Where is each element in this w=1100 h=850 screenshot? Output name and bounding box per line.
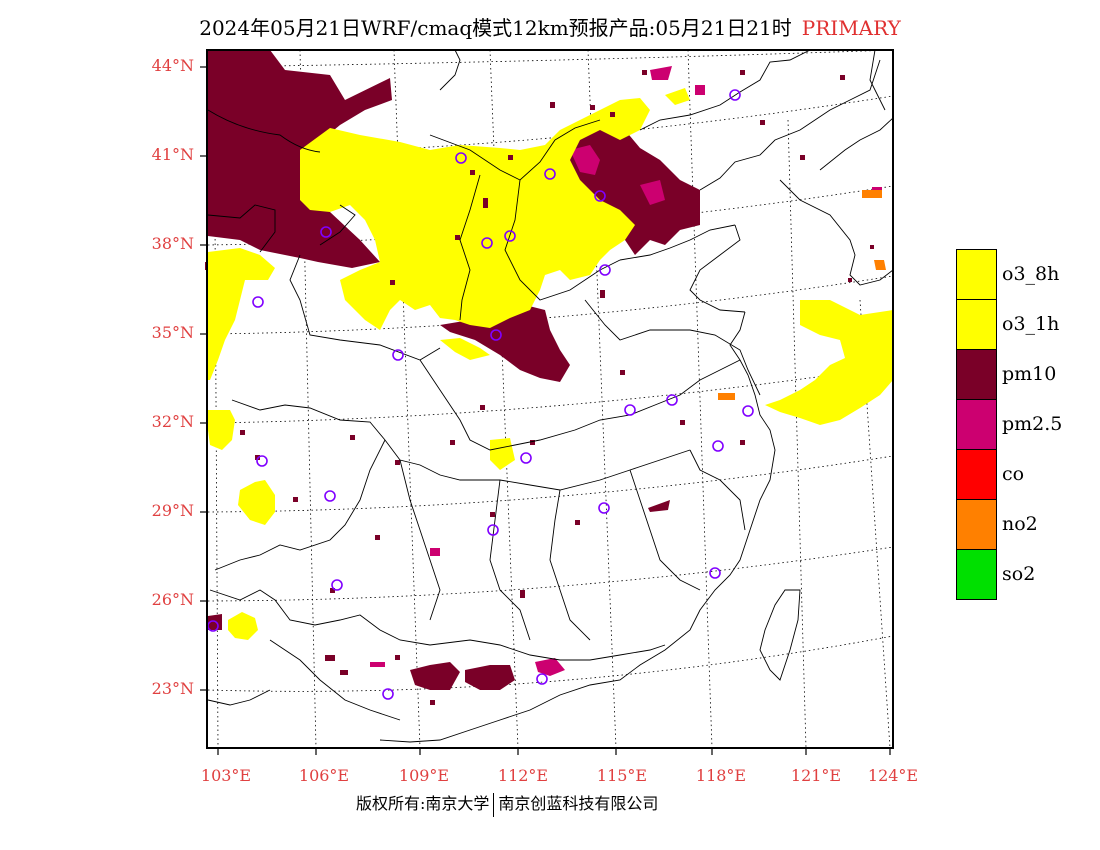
- legend-swatch-so2: [956, 549, 997, 600]
- map-frame: [206, 49, 894, 749]
- legend-item-o3-8h: o3_8h: [956, 249, 1100, 300]
- lon-label-118: 118°E: [695, 766, 747, 785]
- map-title: 2024年05月21日WRF/cmaq模式12km预报产品:05月21日21时 P…: [0, 12, 1100, 41]
- lat-label-35: 35°N: [151, 323, 194, 342]
- lat-label-32: 32°N: [151, 412, 194, 431]
- tick-marks: [200, 66, 891, 755]
- legend-swatch-co: [956, 449, 997, 500]
- pm10-areas: [205, 50, 700, 690]
- station-markers: [207, 89, 754, 700]
- legend-label-pm25: pm2.5: [1002, 413, 1063, 435]
- lat-label-44: 44°N: [151, 56, 194, 75]
- o3-areas: [208, 88, 893, 640]
- legend-label-so2: so2: [1002, 563, 1036, 585]
- map-title-tag: PRIMARY: [801, 16, 901, 40]
- legend-swatch-o3-8h: [956, 249, 997, 300]
- copyright-right: 南京创蓝科技有限公司: [498, 794, 659, 813]
- lon-label-103: 103°E: [200, 766, 252, 785]
- legend-swatch-pm25: [956, 399, 997, 450]
- lon-label-124: 124°E: [867, 766, 919, 785]
- lon-label-112: 112°E: [497, 766, 549, 785]
- legend-label-pm10: pm10: [1002, 363, 1057, 385]
- lat-label-23: 23°N: [151, 679, 194, 698]
- map-title-main: 2024年05月21日WRF/cmaq模式12km预报产品:05月21日21时: [199, 16, 792, 40]
- graticule: [207, 49, 894, 749]
- legend-label-co: co: [1002, 463, 1025, 485]
- legend-label-o3-1h: o3_1h: [1002, 313, 1060, 335]
- legend-item-so2: so2: [956, 549, 1100, 600]
- lon-label-121: 121°E: [790, 766, 842, 785]
- legend-item-pm10: pm10: [956, 349, 1100, 400]
- legend-item-pm25: pm2.5: [956, 399, 1100, 450]
- lon-label-106: 106°E: [298, 766, 350, 785]
- legend: o3_8h o3_1h pm10 pm2.5 co no2 so2: [956, 249, 1100, 600]
- legend-swatch-o3-1h: [956, 299, 997, 350]
- legend-label-o3-8h: o3_8h: [1002, 263, 1060, 285]
- footer-divider: [493, 792, 495, 817]
- legend-item-no2: no2: [956, 499, 1100, 550]
- lat-label-38: 38°N: [151, 234, 194, 253]
- legend-swatch-no2: [956, 499, 997, 550]
- copyright-footer: 版权所有:南京大学 南京创蓝科技有限公司: [356, 790, 658, 817]
- legend-item-co: co: [956, 449, 1100, 500]
- legend-swatch-pm10: [956, 349, 997, 400]
- scatter-dots: [240, 70, 874, 705]
- lat-label-26: 26°N: [151, 590, 194, 609]
- lon-label-115: 115°E: [596, 766, 648, 785]
- lat-label-29: 29°N: [151, 501, 194, 520]
- lon-label-109: 109°E: [398, 766, 450, 785]
- lat-label-41: 41°N: [151, 145, 194, 164]
- pm25-areas: [370, 66, 882, 676]
- legend-item-o3-1h: o3_1h: [956, 299, 1100, 350]
- no2-areas: [718, 190, 886, 400]
- copyright-left: 版权所有:南京大学: [356, 794, 490, 813]
- legend-label-no2: no2: [1002, 513, 1038, 535]
- boundaries: [207, 49, 894, 743]
